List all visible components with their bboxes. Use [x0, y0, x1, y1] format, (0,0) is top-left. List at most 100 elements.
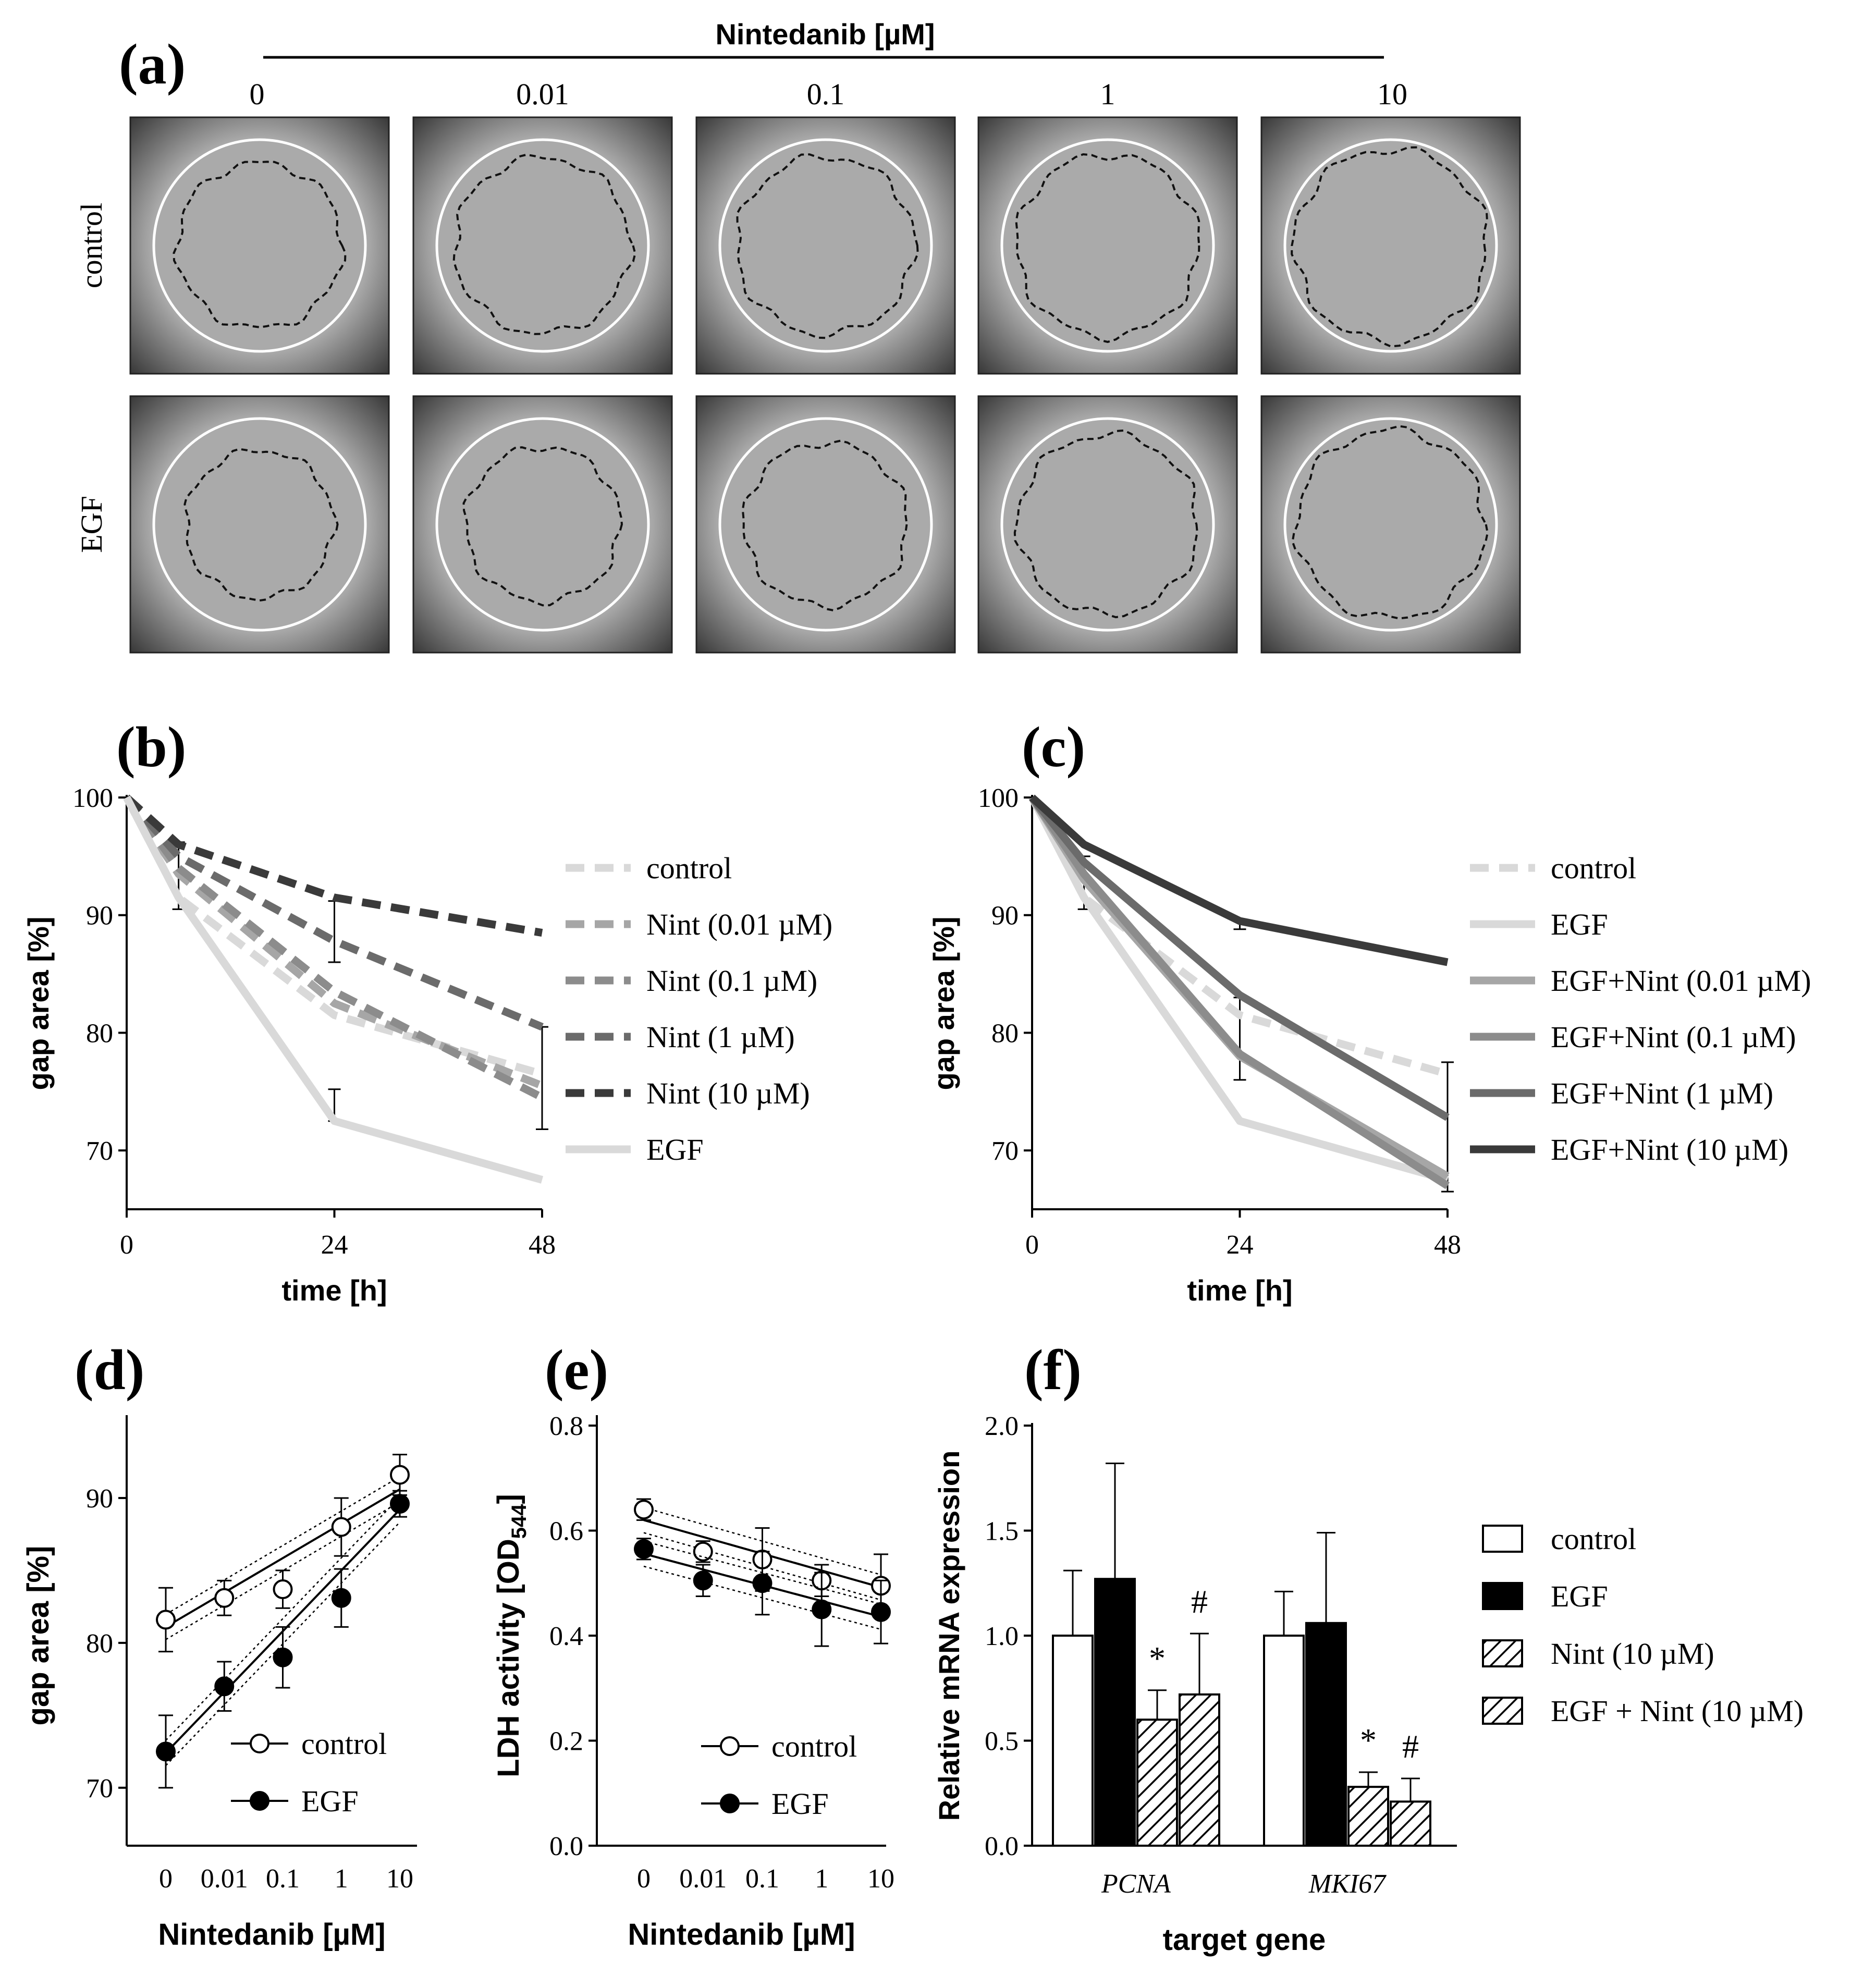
- data-point-egf: [214, 1676, 235, 1697]
- micrograph-control-0-01: [412, 116, 673, 375]
- micrograph-control-1: [977, 116, 1238, 375]
- panel-a-label: (a): [119, 32, 186, 96]
- x-axis-label: time [h]: [281, 1274, 387, 1307]
- y-tick-label: 100: [978, 783, 1019, 813]
- gap-region: [720, 140, 931, 351]
- y-tick-label: 80: [991, 1018, 1019, 1048]
- y-tick-label: 100: [72, 783, 113, 813]
- panel-a-micrographs: (a) Nintedanib [µM] 0 0.01 0.1 1 10 control E…: [75, 18, 1521, 654]
- y-axis-label: gap area [%]: [927, 917, 960, 1090]
- legend-label-control: control: [771, 1729, 857, 1763]
- gap-edge-contour: [183, 448, 339, 602]
- legend-swatch-egf: [1482, 1582, 1523, 1610]
- x-tick-label: 10: [386, 1864, 413, 1894]
- legend-marker-control: [250, 1734, 269, 1753]
- concentration-label-1: 1: [1100, 77, 1115, 111]
- gap-region: [154, 140, 365, 351]
- significance-marker: *: [1360, 1722, 1377, 1759]
- y-tick-label: 80: [86, 1629, 113, 1659]
- data-point-control: [273, 1579, 293, 1600]
- bar-pcna-egf-nint-10-m: [1179, 1693, 1220, 1847]
- row-labels: control EGF: [75, 203, 108, 553]
- series-line-egf-nint-10-m: [1029, 794, 1449, 966]
- confidence-band-upper: [165, 1496, 400, 1741]
- row-label-control: control: [75, 203, 108, 288]
- x-tick-label: 0: [120, 1230, 133, 1260]
- gap-edge-contour: [1015, 153, 1200, 343]
- series-line-nint-10-m: [124, 794, 543, 937]
- row-label-egf: EGF: [75, 496, 108, 553]
- bar-pcna-egf: [1094, 1578, 1136, 1847]
- data-point-egf: [871, 1602, 891, 1622]
- micrograph-grid: [129, 116, 1521, 654]
- concentration-label-0: 0: [250, 77, 265, 111]
- initial-gap-circle: [435, 417, 650, 632]
- y-tick-label: 0.4: [549, 1622, 583, 1651]
- data-point-egf: [156, 1741, 176, 1762]
- x-tick-label: 48: [529, 1230, 556, 1260]
- y-axis-label: LDH activity [OD544]: [492, 1494, 531, 1777]
- bar-pcna-control: [1052, 1635, 1094, 1847]
- y-tick-label: 1.5: [985, 1517, 1019, 1547]
- micrograph-egf-0-1: [695, 395, 956, 654]
- x-tick-label: 0.01: [201, 1864, 248, 1894]
- panel-label: (f): [1024, 1338, 1082, 1402]
- micrograph-egf-0: [129, 395, 390, 654]
- x-axis-label: Nintedanib [µM]: [628, 1918, 855, 1952]
- legend-label-egf-nint-1-m: EGF+Nint (1 µM): [1551, 1076, 1773, 1110]
- data-point-egf: [812, 1599, 832, 1619]
- legend-label-egf-nint-0-1-m: EGF+Nint (0.1 µM): [1551, 1020, 1796, 1054]
- panel-label: (b): [116, 715, 186, 779]
- y-axis-label: gap area [%]: [21, 1546, 55, 1726]
- x-tick-label: 0.1: [266, 1864, 300, 1894]
- legend-swatch-egf-nint-10-m: [1482, 1697, 1523, 1725]
- y-tick-label: 0.0: [985, 1832, 1019, 1861]
- confidence-band-lower: [643, 1532, 881, 1601]
- y-tick-label: 0.0: [549, 1832, 583, 1861]
- bar-mki67-control: [1263, 1635, 1305, 1847]
- series-line-control: [123, 795, 544, 1078]
- x-tick-label: 1: [335, 1864, 348, 1894]
- fit-line-control: [165, 1488, 401, 1628]
- x-tick-label: 10: [867, 1864, 894, 1894]
- significance-marker: #: [1402, 1728, 1419, 1765]
- gap-region: [1285, 419, 1497, 630]
- concentration-labels: 0 0.01 0.1 1 10: [250, 77, 1408, 111]
- gap-region: [1002, 419, 1213, 630]
- x-axis-label: time [h]: [1187, 1274, 1292, 1307]
- data-point-egf: [693, 1570, 713, 1591]
- gap-edge-contour: [736, 153, 919, 339]
- panel-label: (e): [545, 1338, 608, 1402]
- y-tick-label: 1.0: [985, 1622, 1019, 1651]
- data-point-egf: [634, 1539, 654, 1559]
- category-label-pcna: PCNA: [1101, 1869, 1171, 1899]
- legend-label-egf-nint-10-m: EGF + Nint (10 µM): [1551, 1694, 1804, 1728]
- series-line-control: [1028, 795, 1449, 1078]
- legend-swatch-nint-10-m: [1482, 1639, 1523, 1667]
- gap-region: [1285, 140, 1497, 351]
- y-tick-label: 70: [86, 1136, 113, 1166]
- panel-f-chart: (f) 0.0 0.5 1.0 1.5 2.0 Relative mRNA expressi…: [933, 1338, 1804, 1957]
- x-tick-label: 0.01: [679, 1864, 727, 1894]
- y-tick-label: 90: [86, 1484, 113, 1514]
- initial-gap-circle: [152, 417, 367, 632]
- gap-edge-contour: [741, 439, 908, 611]
- legend-label-nint-1-m: Nint (1 µM): [646, 1020, 795, 1054]
- gap-edge-contour: [1291, 146, 1488, 348]
- y-axis-label-main: LDH activity [OD: [492, 1539, 525, 1777]
- panel-a-header: Nintedanib [µM]: [715, 18, 935, 51]
- legend-marker-egf: [720, 1794, 740, 1813]
- concentration-label-0-1: 0.1: [807, 77, 845, 111]
- category-label-mki67: MKI67: [1308, 1869, 1387, 1899]
- y-axis-label-subscript: 544: [508, 1504, 531, 1539]
- legend-label-control: control: [646, 851, 732, 885]
- legend-label-nint-0-1-m: Nint (0.1 µM): [646, 964, 817, 998]
- x-tick-label: 0: [159, 1864, 173, 1894]
- gap-region: [437, 140, 648, 351]
- x-tick-label: 24: [1227, 1230, 1254, 1260]
- initial-gap-circle: [1283, 417, 1498, 632]
- y-tick-label: 0.6: [549, 1517, 583, 1547]
- concentration-label-0-01: 0.01: [516, 77, 569, 111]
